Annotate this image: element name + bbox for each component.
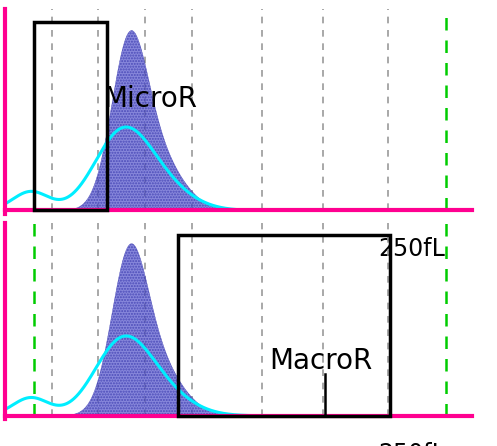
Bar	[178, 235, 390, 416]
Text: 250fL: 250fL	[378, 237, 445, 261]
Text: MicroR: MicroR	[103, 85, 197, 113]
Bar	[34, 21, 107, 211]
Text: 250fL: 250fL	[378, 442, 445, 446]
Text: MacroR: MacroR	[269, 347, 372, 375]
